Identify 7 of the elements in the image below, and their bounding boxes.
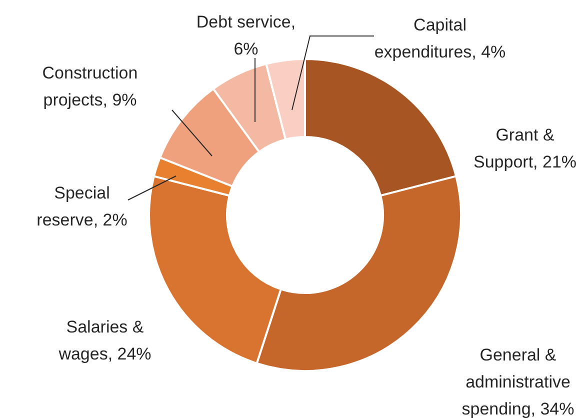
slice-label: Special reserve, 2% xyxy=(36,184,128,230)
slice-label: Construction projects, 9% xyxy=(42,64,138,110)
slice-label: Capital expenditures, 4% xyxy=(374,16,506,62)
slice-label: Debt service, 6% xyxy=(196,12,296,59)
slice-label: General & administrative spending, 34% xyxy=(462,346,574,418)
slice-label: Grant & Support, 21% xyxy=(473,126,577,172)
slice-label: Salaries & wages, 24% xyxy=(58,318,152,364)
